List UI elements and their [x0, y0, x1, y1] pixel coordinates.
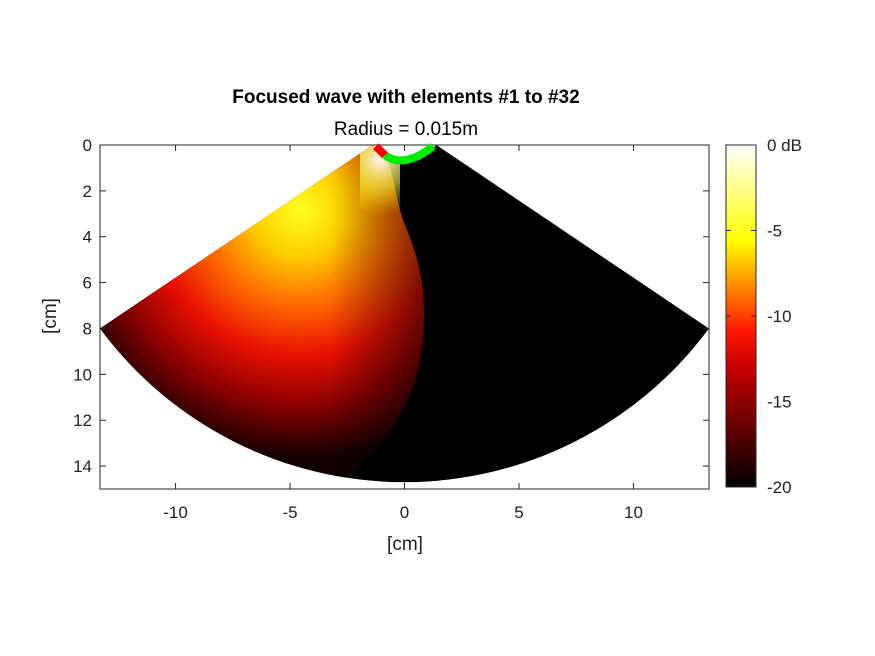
y-tick-label: 14 [73, 457, 92, 476]
y-tick-label: 10 [73, 365, 92, 384]
x-tick-label: 10 [624, 503, 643, 522]
y-tick-label: 12 [73, 411, 92, 430]
colorbar-tick-label: -15 [767, 393, 792, 412]
colorbar: 0 dB -5 -10 -15 -20 [725, 136, 802, 497]
x-tick-label: -5 [282, 503, 297, 522]
x-axis-label: [cm] [387, 534, 423, 555]
chart-subtitle: Radius = 0.015m [334, 119, 478, 140]
x-tick-label: 0 [400, 503, 409, 522]
plot-area: -10 -5 0 5 10 0 2 4 6 8 10 12 14 [73, 136, 710, 522]
y-tick-label: 8 [83, 319, 92, 338]
x-tick-label: -10 [163, 503, 188, 522]
y-tick-label: 6 [83, 274, 92, 293]
probe-active-elements [373, 143, 388, 159]
y-tick-label: 0 [83, 136, 92, 155]
colorbar-ticks: 0 dB -5 -10 -15 -20 [726, 136, 802, 497]
colorbar-tick-label: -20 [767, 478, 792, 497]
beam-field [100, 145, 709, 483]
y-tick-label: 2 [83, 182, 92, 201]
colorbar-tick-label: -5 [767, 222, 782, 241]
colorbar-tick-label: -10 [767, 307, 792, 326]
x-tick-label: 5 [514, 503, 523, 522]
y-axis-label: [cm] [40, 298, 61, 334]
y-tick-label: 4 [83, 228, 92, 247]
probe-inactive-elements [382, 142, 436, 165]
y-axis-ticks: 0 2 4 6 8 10 12 14 [73, 136, 709, 476]
x-axis-ticks: -10 -5 0 5 10 [163, 145, 643, 522]
beam-fade [330, 145, 440, 483]
chart-title: Focused wave with elements #1 to #32 [232, 87, 579, 108]
colorbar-tick-label: 0 dB [767, 136, 802, 155]
